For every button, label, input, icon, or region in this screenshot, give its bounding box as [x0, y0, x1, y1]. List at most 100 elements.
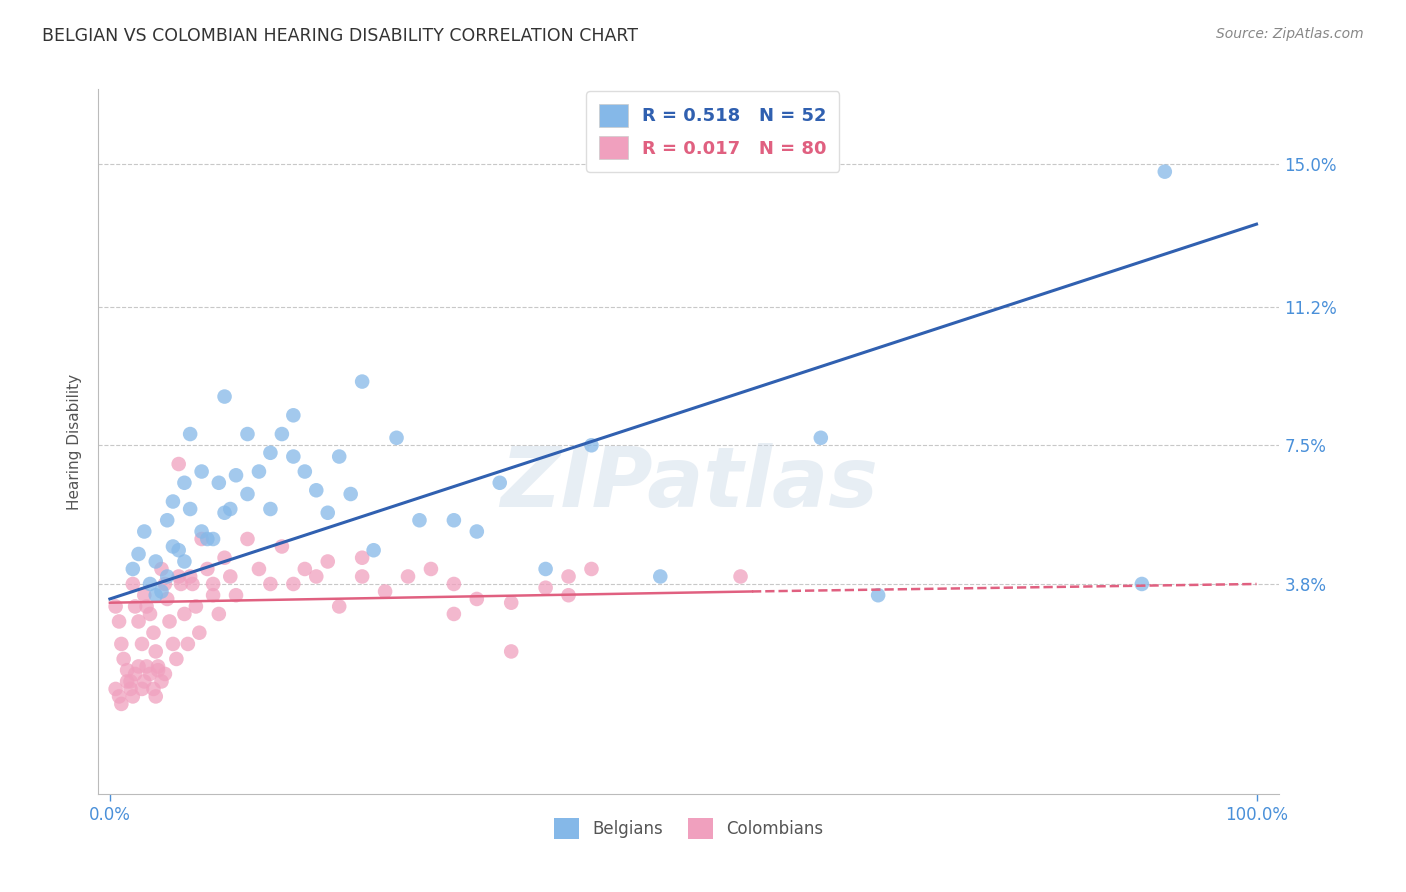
Point: [162, 637, 184, 651]
Point: [173, 554, 195, 568]
Point: [374, 584, 396, 599]
Point: [156, 569, 179, 583]
Point: [236, 532, 259, 546]
Point: [557, 588, 579, 602]
Point: [162, 494, 184, 508]
Point: [868, 588, 890, 602]
Point: [134, 524, 156, 539]
Point: [534, 562, 557, 576]
Point: [124, 599, 146, 614]
Point: [153, 667, 176, 681]
Point: [443, 513, 465, 527]
Point: [408, 513, 430, 527]
Point: [120, 674, 142, 689]
Point: [270, 540, 292, 554]
Point: [167, 543, 190, 558]
Point: [730, 569, 752, 583]
Point: [352, 569, 374, 583]
Point: [120, 681, 142, 696]
Point: [247, 465, 270, 479]
Point: [139, 667, 162, 681]
Point: [534, 581, 557, 595]
Point: [557, 569, 579, 583]
Point: [283, 409, 305, 423]
Point: [115, 663, 138, 677]
Point: [184, 599, 207, 614]
Y-axis label: Hearing Disability: Hearing Disability: [67, 374, 83, 509]
Point: [259, 502, 281, 516]
Point: [134, 588, 156, 602]
Point: [219, 502, 242, 516]
Point: [142, 625, 165, 640]
Point: [208, 607, 231, 621]
Point: [108, 615, 131, 629]
Point: [128, 547, 150, 561]
Point: [112, 652, 135, 666]
Point: [179, 502, 201, 516]
Point: [104, 599, 127, 614]
Point: [104, 681, 127, 696]
Point: [190, 524, 212, 539]
Point: [150, 584, 173, 599]
Point: [173, 475, 195, 490]
Point: [420, 562, 443, 576]
Point: [165, 652, 187, 666]
Point: [110, 637, 132, 651]
Point: [177, 637, 200, 651]
Point: [139, 607, 162, 621]
Point: [128, 659, 150, 673]
Point: [146, 663, 169, 677]
Point: [316, 554, 339, 568]
Point: [131, 637, 153, 651]
Legend: Belgians, Colombians: Belgians, Colombians: [547, 812, 831, 846]
Point: [167, 569, 190, 583]
Point: [283, 450, 305, 464]
Point: [236, 427, 259, 442]
Point: [145, 588, 167, 602]
Point: [214, 506, 236, 520]
Point: [195, 562, 218, 576]
Point: [146, 659, 169, 673]
Point: [259, 446, 281, 460]
Point: [363, 543, 385, 558]
Point: [145, 644, 167, 658]
Point: [259, 577, 281, 591]
Point: [145, 690, 167, 704]
Point: [179, 427, 201, 442]
Point: [581, 438, 603, 452]
Point: [385, 431, 408, 445]
Point: [134, 674, 156, 689]
Point: [328, 450, 350, 464]
Point: [150, 562, 173, 576]
Point: [128, 615, 150, 629]
Point: [339, 487, 361, 501]
Point: [121, 562, 143, 576]
Point: [316, 506, 339, 520]
Point: [501, 596, 523, 610]
Point: [195, 532, 218, 546]
Point: [121, 690, 143, 704]
Point: [167, 457, 190, 471]
Point: [131, 681, 153, 696]
Text: BELGIAN VS COLOMBIAN HEARING DISABILITY CORRELATION CHART: BELGIAN VS COLOMBIAN HEARING DISABILITY …: [42, 27, 638, 45]
Point: [135, 659, 157, 673]
Point: [208, 475, 231, 490]
Point: [488, 475, 510, 490]
Point: [225, 468, 247, 483]
Point: [214, 550, 236, 565]
Point: [108, 690, 131, 704]
Point: [156, 591, 179, 606]
Point: [135, 599, 157, 614]
Point: [810, 431, 832, 445]
Point: [443, 577, 465, 591]
Point: [225, 588, 247, 602]
Point: [396, 569, 419, 583]
Text: Source: ZipAtlas.com: Source: ZipAtlas.com: [1216, 27, 1364, 41]
Point: [162, 540, 184, 554]
Point: [173, 607, 195, 621]
Point: [181, 577, 204, 591]
Point: [202, 532, 225, 546]
Point: [270, 427, 292, 442]
Point: [1130, 577, 1153, 591]
Point: [219, 569, 242, 583]
